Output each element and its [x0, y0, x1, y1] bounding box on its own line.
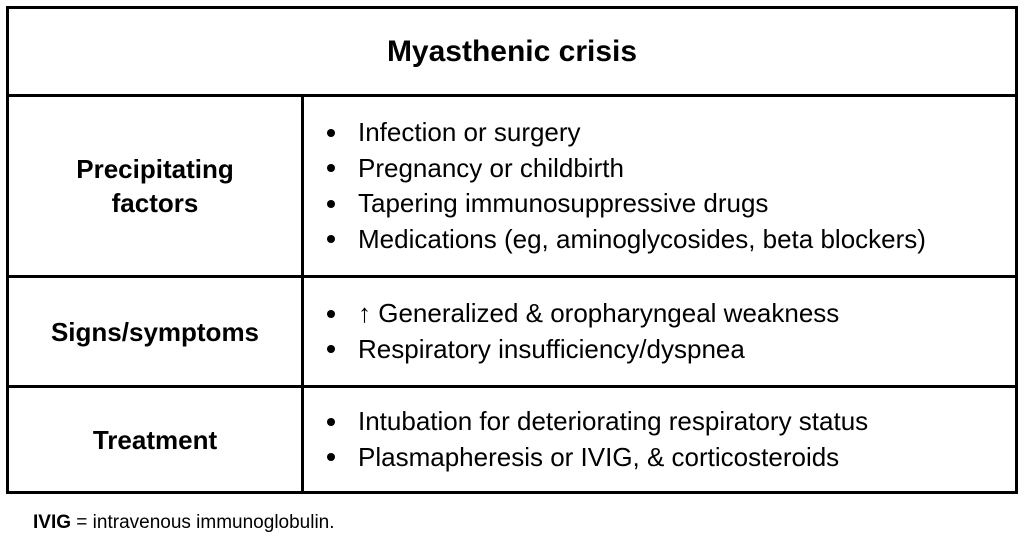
row-label: Precipitating factors: [76, 154, 234, 218]
bullet-list: Intubation for deteriorating respiratory…: [327, 404, 1015, 475]
bullet-icon: [327, 164, 335, 173]
list-item: ↑ Generalized & oropharyngeal weakness: [327, 296, 1015, 332]
table-row-treatment: Treatment Intubation for deteriorating r…: [9, 388, 1015, 491]
list-item: Tapering immunosuppressive drugs: [327, 186, 1015, 222]
list-item-text: Medications (eg, aminoglycosides, beta b…: [358, 223, 926, 254]
table-title-row: Myasthenic crisis: [9, 9, 1015, 97]
list-item: Pregnancy or childbirth: [327, 151, 1015, 187]
list-item: Plasmapheresis or IVIG, & corticosteroid…: [327, 440, 1015, 476]
row-content-cell: ↑ Generalized & oropharyngeal weakness R…: [304, 278, 1015, 385]
bullet-icon: [327, 309, 335, 318]
bullet-icon: [327, 453, 335, 462]
row-label: Treatment: [92, 424, 218, 455]
bullet-icon: [327, 417, 335, 426]
list-item-text: ↑ Generalized & oropharyngeal weakness: [358, 298, 840, 328]
row-content-cell: Infection or surgery Pregnancy or childb…: [304, 97, 1015, 275]
bullet-icon: [327, 199, 335, 208]
row-label: Signs/symptoms: [50, 316, 260, 347]
row-content-cell: Intubation for deteriorating respiratory…: [304, 388, 1015, 491]
bullet-list: ↑ Generalized & oropharyngeal weakness R…: [327, 296, 1015, 367]
footnote-definition: = intravenous immunoglobulin.: [71, 512, 335, 533]
list-item: Intubation for deteriorating respiratory…: [327, 404, 1015, 440]
list-item-text: Infection or surgery: [358, 117, 581, 147]
footnote: IVIG = intravenous immunoglobulin.: [33, 511, 335, 535]
bullet-list: Infection or surgery Pregnancy or childb…: [327, 115, 1015, 257]
table-row-signs-symptoms: Signs/symptoms ↑ Generalized & oropharyn…: [9, 278, 1015, 388]
bullet-icon: [327, 235, 335, 244]
table-title: Myasthenic crisis: [386, 34, 638, 68]
list-item: Respiratory insufficiency/dyspnea: [327, 332, 1015, 368]
bullet-icon: [327, 345, 335, 354]
list-item-text: Intubation for deteriorating respiratory…: [358, 406, 869, 436]
bullet-icon: [327, 128, 335, 137]
row-label-cell: Precipitating factors: [9, 97, 304, 275]
list-item-text: Respiratory insufficiency/dyspnea: [358, 333, 745, 364]
row-label-cell: Signs/symptoms: [9, 278, 304, 385]
list-item: Infection or surgery: [327, 115, 1015, 151]
list-item-text: Pregnancy or childbirth: [358, 152, 624, 183]
list-item-text: Tapering immunosuppressive drugs: [358, 188, 769, 218]
list-item-text: Plasmapheresis or IVIG, & corticosteroid…: [358, 441, 840, 472]
list-item: Medications (eg, aminoglycosides, beta b…: [327, 222, 1015, 258]
footnote-term: IVIG: [33, 512, 72, 533]
row-label-cell: Treatment: [9, 388, 304, 491]
crisis-table: Myasthenic crisis Precipitating factors …: [6, 6, 1018, 494]
table-row-precipitating-factors: Precipitating factors Infection or surge…: [9, 97, 1015, 278]
